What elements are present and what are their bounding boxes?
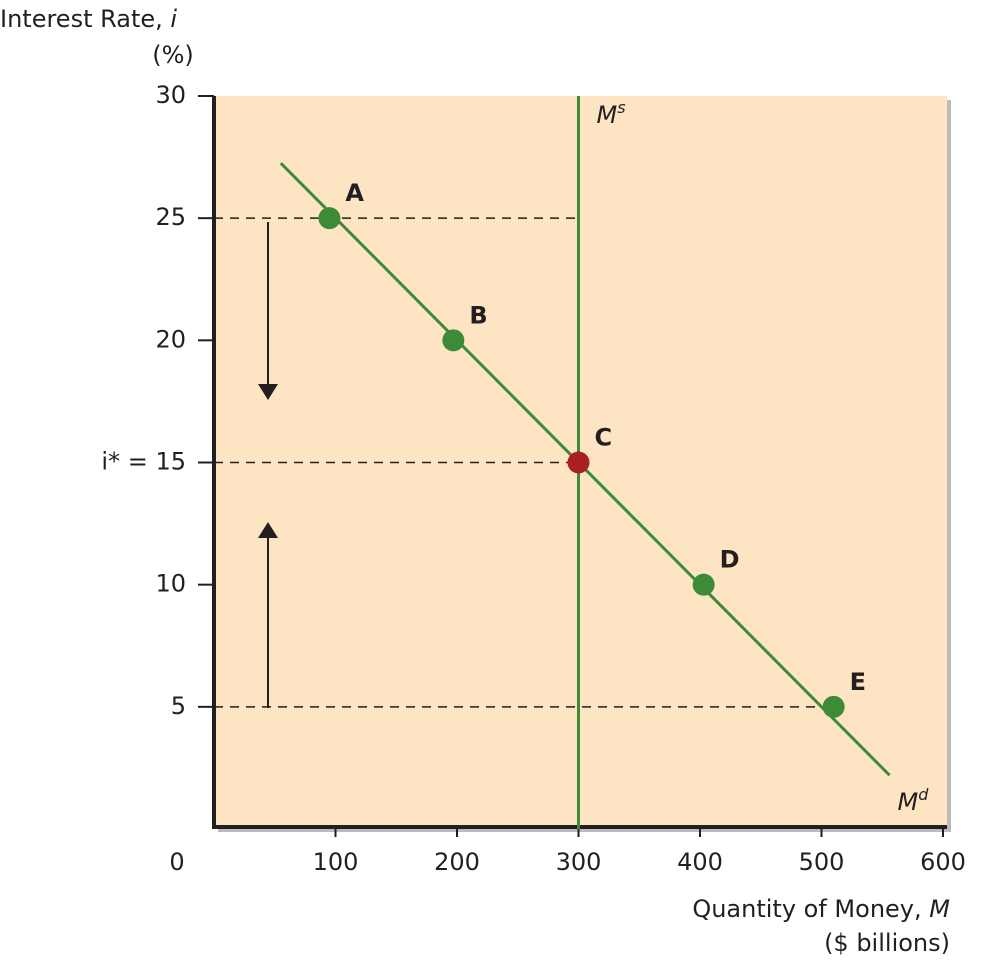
y-tick-label: i* = 15 [101, 448, 186, 476]
point-label: D [720, 546, 740, 574]
x-tick-label: 400 [677, 848, 723, 876]
x-axis-unit: ($ billions) [824, 929, 950, 957]
curve-label-sup: d [918, 785, 929, 804]
point-label: E [850, 668, 866, 696]
x-tick-label: 600 [920, 848, 966, 876]
y-tick-label: 20 [155, 325, 186, 353]
y-tick-label: 30 [155, 81, 186, 109]
x-tick-label: 100 [313, 848, 359, 876]
curve-label-main: M [597, 101, 618, 129]
curve-label: Ms [597, 98, 626, 130]
x-tick-label: 0 [169, 848, 184, 876]
point-label: A [345, 179, 364, 207]
point [318, 207, 341, 230]
point-label: C [595, 424, 613, 452]
y-tick-label: 5 [171, 692, 186, 720]
y-tick-label: 10 [155, 570, 186, 598]
point-label: B [469, 301, 487, 329]
point [822, 695, 845, 718]
y-axis-unit: (%) [152, 41, 194, 69]
point [442, 329, 465, 352]
x-tick-label: 500 [799, 848, 845, 876]
curve-label-sup: s [617, 98, 625, 117]
point [567, 451, 590, 474]
curve-label: Md [898, 785, 930, 817]
point [692, 573, 715, 596]
x-tick-label: 200 [434, 848, 480, 876]
y-tick-label: 25 [155, 203, 186, 231]
x-axis-label: Quantity of Money, M [692, 895, 950, 923]
x-tick-label: 300 [556, 848, 602, 876]
y-axis-label: Interest Rate, i [0, 5, 177, 33]
curve-label-main: M [898, 788, 919, 816]
